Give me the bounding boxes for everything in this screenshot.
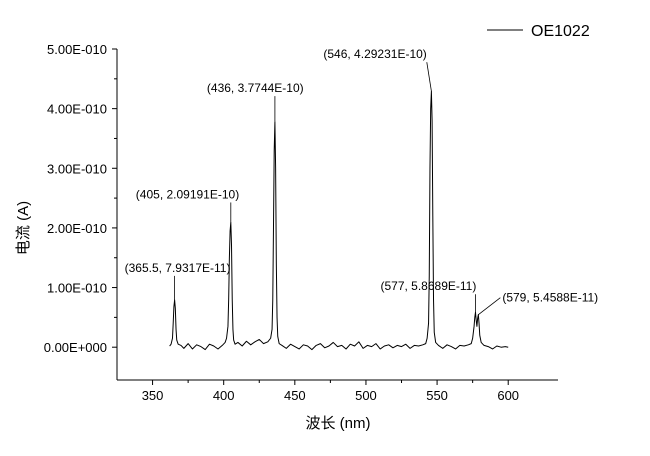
y-tick-label: 3.00E-010 bbox=[47, 161, 107, 176]
annotation-leader bbox=[426, 62, 432, 92]
x-tick-label: 600 bbox=[497, 388, 519, 403]
annotation-label: (546, 4.29231E-10) bbox=[323, 47, 426, 61]
y-tick-label: 2.00E-010 bbox=[47, 221, 107, 236]
axes: 350 400 450 500 550 600 0.00E+000 1.00E-010 2.00… bbox=[44, 42, 558, 403]
annotation-label: (577, 5.8689E-11) bbox=[380, 279, 476, 293]
x-axis-label: 波长 (nm) bbox=[306, 415, 371, 432]
series-layer bbox=[169, 90, 509, 351]
x-tick-label: 550 bbox=[426, 388, 448, 403]
y-axis-label: 电流 (A) bbox=[15, 201, 32, 255]
x-tick-label: 450 bbox=[284, 388, 306, 403]
legend-label: OE1022 bbox=[531, 23, 590, 40]
annotations: (365.5, 7.9317E-11) (405, 2.09191E-10) (43… bbox=[125, 47, 598, 315]
annotation-label: (579, 5.4588E-11) bbox=[502, 291, 598, 305]
y-tick-label: 0.00E+000 bbox=[44, 340, 107, 355]
annotation-label: (365.5, 7.9317E-11) bbox=[125, 261, 231, 275]
y-tick-label: 5.00E-010 bbox=[47, 42, 107, 57]
y-tick-label: 4.00E-010 bbox=[47, 102, 107, 117]
annotation-label: (405, 2.09191E-10) bbox=[136, 187, 239, 201]
legend: OE1022 bbox=[487, 23, 590, 40]
x-tick-label: 400 bbox=[213, 388, 235, 403]
annotation-label: (436, 3.7744E-10) bbox=[207, 81, 304, 95]
x-tick-label: 500 bbox=[355, 388, 377, 403]
x-tick-label: 350 bbox=[142, 388, 164, 403]
series-line bbox=[169, 90, 509, 351]
y-tick-label: 1.00E-010 bbox=[47, 281, 107, 296]
annotation-leader bbox=[478, 297, 501, 315]
